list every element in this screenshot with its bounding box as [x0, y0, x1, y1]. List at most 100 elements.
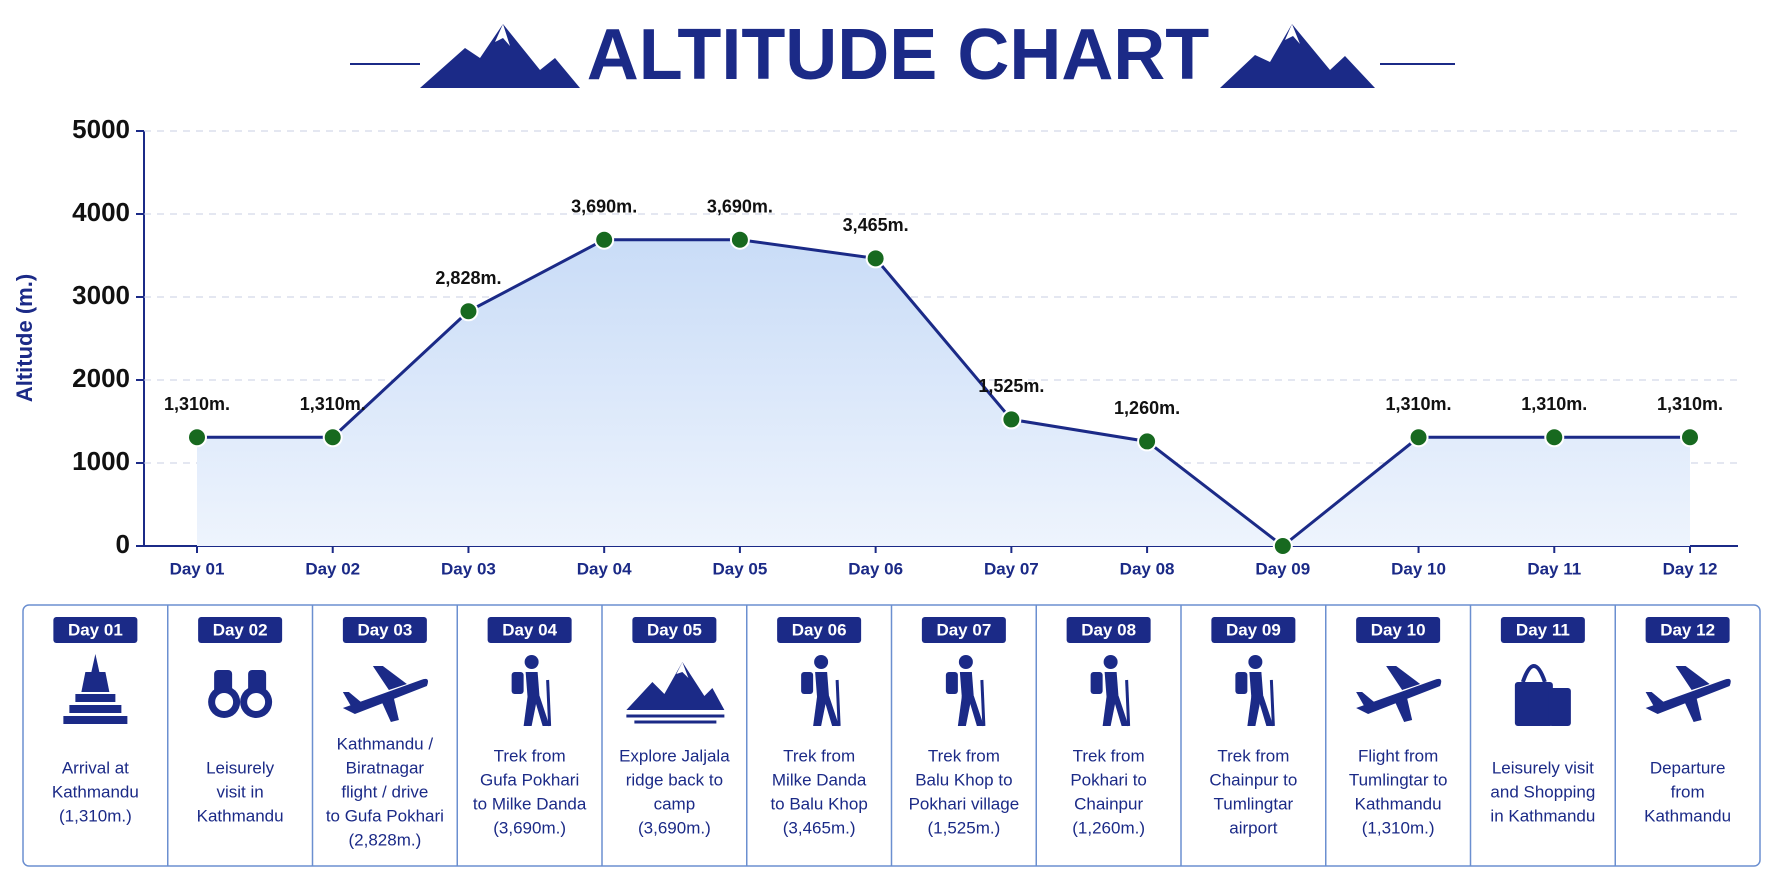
x-tick-label: Day 12 — [1663, 559, 1718, 578]
marker — [322, 427, 343, 448]
marker — [865, 248, 886, 269]
x-tick-label: Day 02 — [305, 559, 360, 578]
card-text: Departure — [1650, 758, 1726, 777]
value-label: 3,690m. — [707, 196, 773, 216]
marker — [1544, 427, 1565, 448]
x-tick-label: Day 10 — [1391, 559, 1446, 578]
icon-part — [1269, 679, 1275, 727]
icon-part — [342, 692, 361, 706]
card-text: airport — [1229, 818, 1277, 837]
card-text: Trek from — [783, 746, 855, 765]
day-badge — [632, 617, 717, 643]
card-text: ridge back to — [626, 770, 723, 789]
card-text: Tumlingtar to — [1349, 770, 1448, 789]
icon-part — [523, 696, 538, 726]
card-text: visit in — [217, 782, 264, 801]
icon-part — [1102, 696, 1117, 726]
x-tick-label: Day 05 — [712, 559, 767, 578]
icon-part — [1645, 692, 1664, 706]
icon-part — [1090, 672, 1103, 694]
icon-part — [958, 655, 973, 669]
card-text: (1,260m.) — [1072, 818, 1145, 837]
icon-part — [1125, 679, 1131, 727]
day-badge-text: Day 04 — [502, 620, 557, 639]
icon-part — [835, 679, 841, 727]
value-label: 1,525m. — [978, 376, 1044, 396]
icon-part — [980, 679, 986, 727]
card-text: Pokhari to — [1070, 770, 1147, 789]
icon-hiker — [1235, 655, 1275, 727]
card-text: Trek from — [928, 746, 1000, 765]
day-badge-text: Day 03 — [357, 620, 412, 639]
value-label: 1,310m. — [1521, 394, 1587, 414]
icon-part — [248, 670, 267, 698]
x-tick-label: Day 06 — [848, 559, 903, 578]
icon-part — [676, 662, 689, 678]
card-text: Gufa Pokhari — [480, 770, 579, 789]
x-tick-label: Day 09 — [1255, 559, 1310, 578]
card-text: to Milke Danda — [473, 794, 587, 813]
day-badge — [487, 617, 572, 643]
card-text: Explore Jaljala — [619, 746, 730, 765]
area — [197, 239, 1690, 547]
card-text: Kathmandu / — [337, 734, 434, 753]
icon-part — [1249, 672, 1264, 698]
icon-hiker — [1090, 655, 1131, 727]
day-badge — [777, 617, 862, 643]
icon-part — [1514, 682, 1553, 726]
line — [197, 238, 1690, 548]
card-text: Kathmandu — [197, 806, 284, 825]
x-tick-label: Day 07 — [984, 559, 1039, 578]
marker — [1680, 427, 1700, 448]
day-badge — [198, 617, 283, 643]
marker — [1001, 409, 1022, 430]
x-tick-label: Day 03 — [441, 559, 496, 578]
card-text: Tumlingtar — [1214, 794, 1294, 813]
card-text: (1,310m.) — [59, 806, 132, 825]
icon-part — [1675, 666, 1710, 690]
icon-part — [626, 662, 725, 710]
y-tick-label: 1000 — [72, 446, 130, 476]
day-badge-text: Day 08 — [1081, 620, 1136, 639]
icon-part — [214, 670, 233, 698]
value-label: 1,310m. — [300, 394, 366, 414]
day-badge — [342, 617, 427, 643]
card-text: Chainpur — [1074, 794, 1143, 813]
icon-part — [1386, 666, 1421, 690]
card-text: (3,690m.) — [493, 818, 566, 837]
value-label: 3,690m. — [571, 196, 637, 216]
card-text: Trek from — [1073, 746, 1145, 765]
y-tick-label: 2000 — [72, 363, 130, 393]
day-badge-text: Day 06 — [792, 620, 847, 639]
icon-plane — [1645, 666, 1731, 722]
icon-part — [1248, 655, 1263, 669]
icon-part — [945, 672, 958, 694]
day-badge — [1211, 617, 1296, 643]
marker — [594, 229, 615, 250]
value-label: 1,310m. — [1657, 394, 1723, 414]
day-badge-text: Day 05 — [647, 620, 702, 639]
marker — [729, 229, 750, 250]
day-badge-text: Day 07 — [936, 620, 991, 639]
icon-part — [533, 696, 550, 726]
value-label: 1,310m. — [164, 394, 230, 414]
day-badge-text: Day 09 — [1226, 620, 1281, 639]
icon-hiker — [945, 655, 986, 727]
card-text: flight / drive — [341, 782, 428, 801]
value-label: 3,465m. — [843, 215, 909, 235]
card-text: Leisurely — [206, 758, 275, 777]
card-text: to Gufa Pokhari — [326, 806, 444, 825]
day-badge — [921, 617, 1006, 643]
x-tick-label: Day 04 — [577, 559, 632, 578]
card-text: Kathmandu — [1355, 794, 1442, 813]
day-badge — [1645, 617, 1730, 643]
day-badge — [53, 617, 138, 643]
icon-part — [546, 679, 552, 727]
value-label: 2,828m. — [435, 268, 501, 288]
x-tick-label: Day 08 — [1120, 559, 1175, 578]
marker — [1408, 427, 1429, 448]
y-tick-label: 5000 — [72, 114, 130, 144]
x-tick-label: Day 01 — [170, 559, 225, 578]
x-tick-label: Day 11 — [1527, 559, 1581, 578]
